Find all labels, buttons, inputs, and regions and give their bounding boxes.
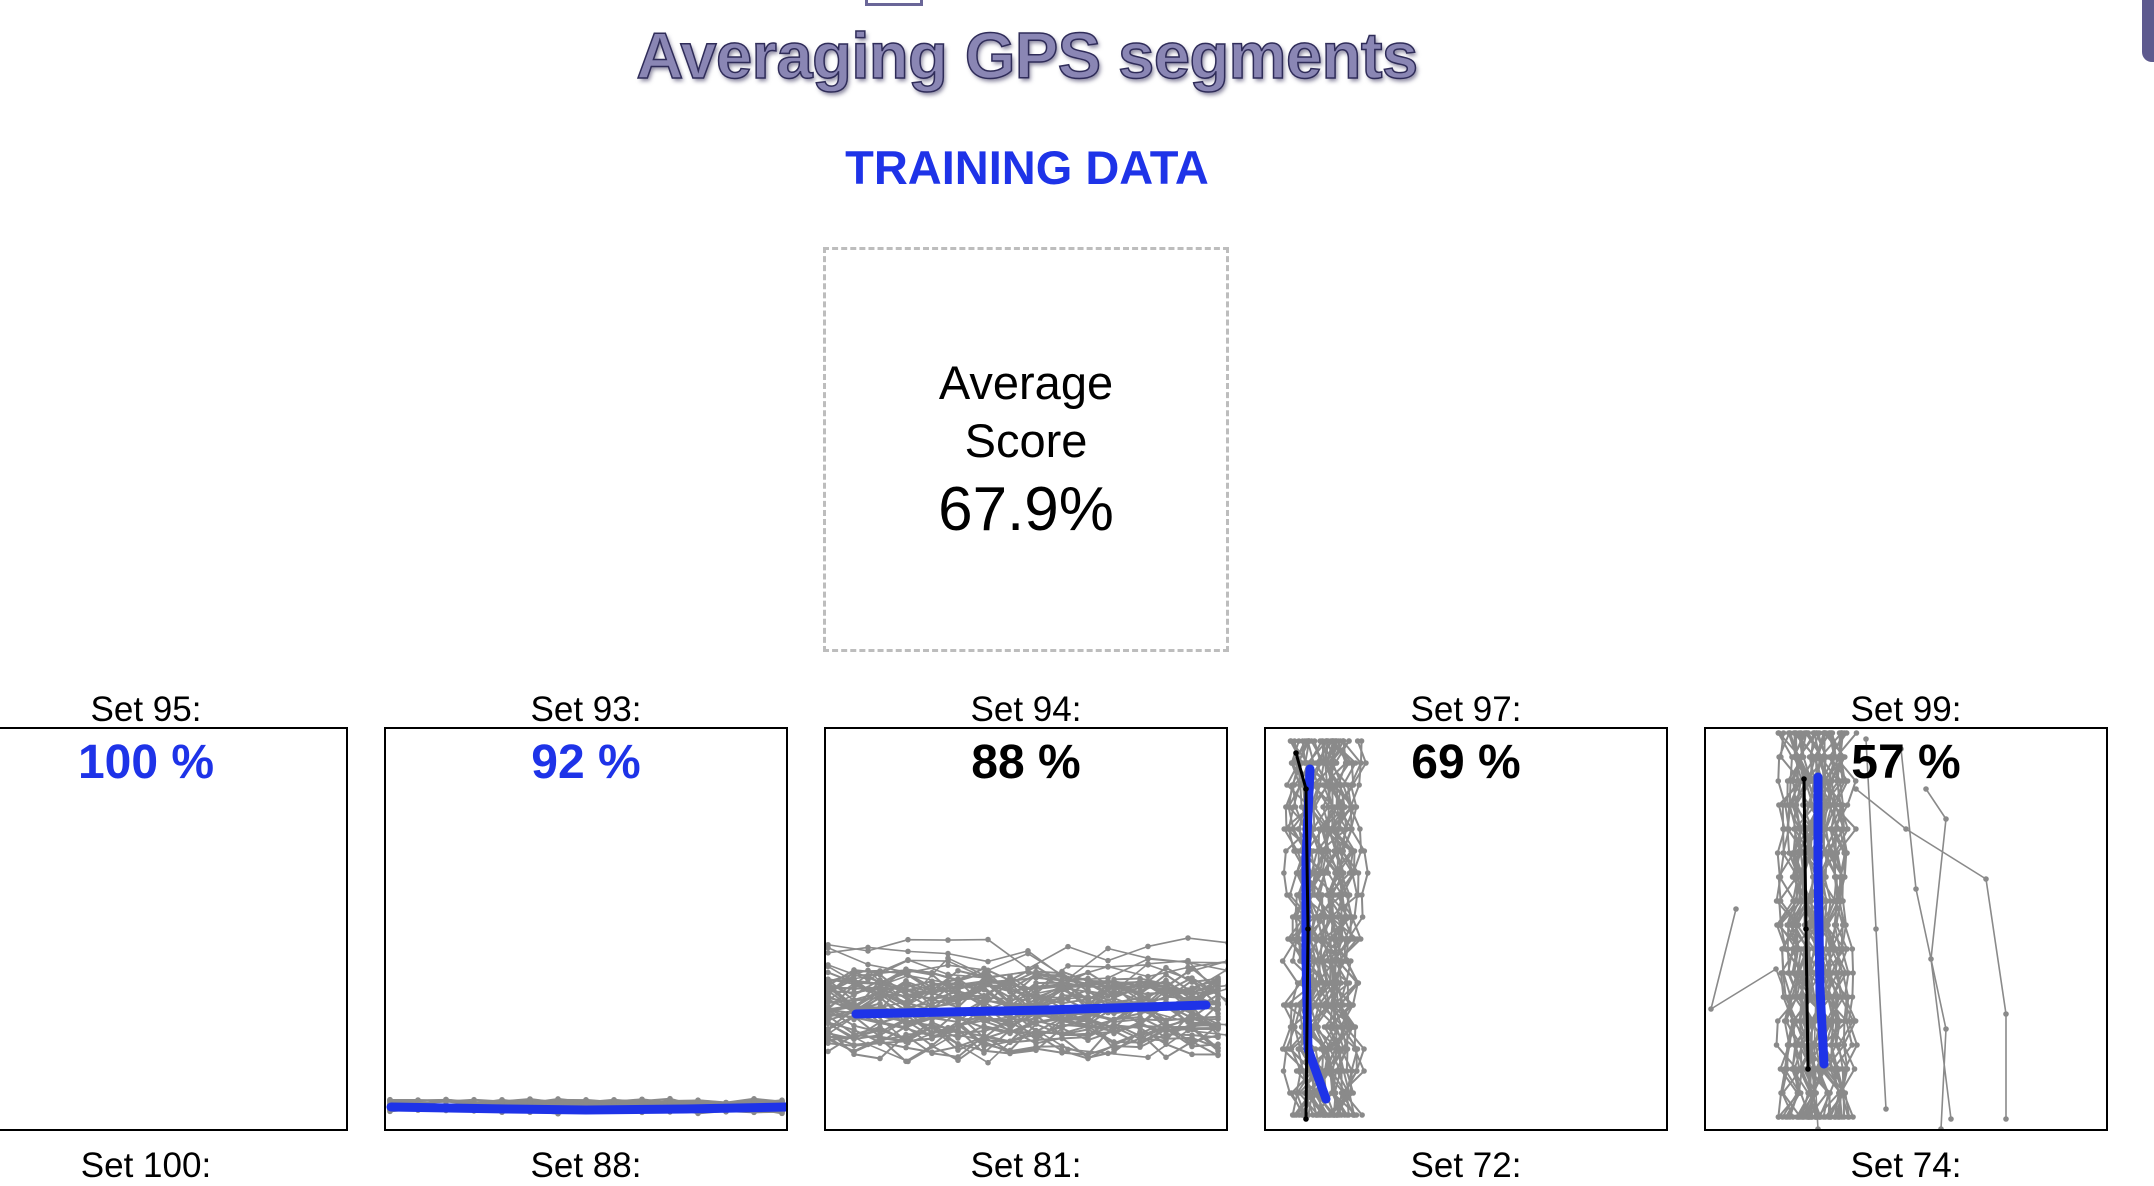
gps-track: [826, 944, 1226, 984]
gps-plot-canvas: [826, 935, 1226, 1066]
corner-tab[interactable]: [2142, 0, 2154, 62]
set-label: Set 74:: [1850, 1146, 1962, 1185]
gps-plot[interactable]: 57 %: [1704, 727, 2108, 1131]
gps-plot-canvas: [1708, 730, 2009, 1129]
gps-plot[interactable]: 88 %: [824, 727, 1228, 1131]
gps-track: [826, 1031, 1221, 1065]
set-score: 57 %: [1851, 736, 1961, 789]
set-label: Set 100:: [80, 1146, 212, 1185]
gps-track: [1923, 786, 1954, 1122]
gps-track: [826, 957, 1226, 985]
set-score: 69 %: [1411, 736, 1521, 789]
gps-track: [1299, 738, 1334, 1118]
set-label: Set 88:: [530, 1146, 642, 1185]
average-score-box: Average Score 67.9%: [823, 247, 1229, 652]
average-score-value: 67.9%: [938, 475, 1114, 544]
reference-track: [1293, 750, 1311, 1122]
set-label: Set 97:: [1410, 690, 1522, 729]
gps-track: [1898, 746, 1949, 1129]
section-heading: TRAINING DATA: [845, 141, 1209, 194]
set-label: Set 93:: [530, 690, 642, 729]
gps-track: [1330, 738, 1361, 1118]
average-track: [851, 1000, 1211, 1019]
gps-plot[interactable]: 69 %: [1264, 727, 1668, 1131]
set-score: 100 %: [77, 736, 215, 789]
set-score: 88 %: [971, 736, 1081, 789]
gps-track: [1307, 738, 1338, 1118]
gps-plot[interactable]: 92 %: [384, 727, 788, 1131]
gps-plot[interactable]: 100 %: [0, 727, 348, 1131]
gps-track: [1863, 736, 1889, 1112]
gps-plot-canvas: [386, 1095, 786, 1117]
gps-track: [826, 1020, 1226, 1066]
set-label: Set 99:: [1850, 690, 1962, 729]
average-track: [386, 1102, 786, 1115]
top-tab-handle[interactable]: [865, 0, 923, 6]
set-label: Set 72:: [1410, 1146, 1522, 1185]
gps-track: [1784, 730, 1816, 1120]
average-score-label: Average Score: [938, 356, 1114, 467]
gps-plot-canvas: [1279, 738, 1371, 1122]
gps-track: [1853, 786, 2009, 1122]
page-title: Averaging GPS segments: [636, 18, 1419, 93]
set-label: Set 95:: [90, 690, 202, 729]
set-label: Set 94:: [970, 690, 1082, 729]
average-track: [1813, 772, 1829, 1069]
reference-track: [1801, 776, 1811, 1072]
gps-track: [826, 1030, 1221, 1062]
set-label: Set 81:: [970, 1146, 1082, 1185]
gps-track: [1824, 730, 1851, 1120]
set-score: 92 %: [531, 736, 641, 789]
